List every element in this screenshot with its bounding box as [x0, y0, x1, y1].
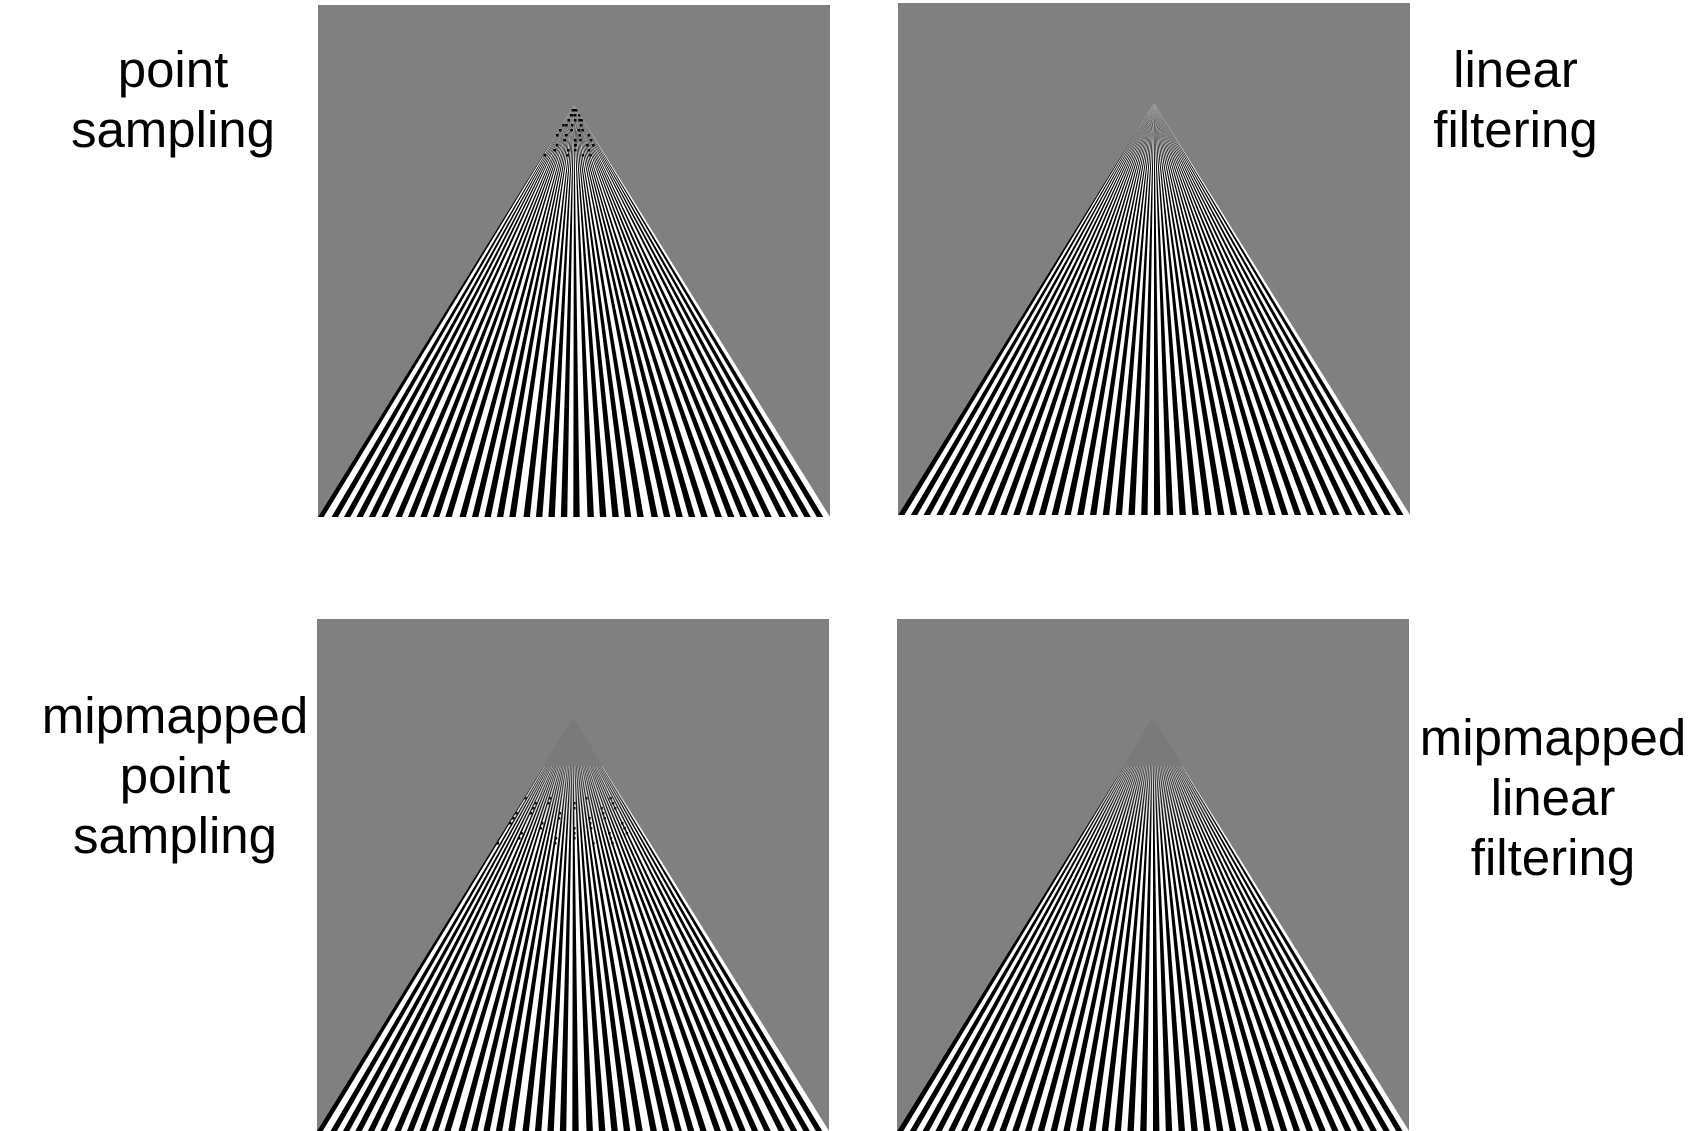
texture-render: [897, 619, 1409, 1131]
label-line: point: [117, 41, 229, 98]
label-line: sampling: [70, 101, 276, 158]
label-line: mipmapped: [41, 687, 309, 744]
label-line: point: [119, 747, 231, 804]
label-line: linear: [1453, 41, 1578, 98]
mip-gray-tip: [1123, 717, 1183, 766]
label-line: linear: [1490, 769, 1616, 826]
label-line: sampling: [72, 807, 278, 864]
label-point-sampling: point sampling: [48, 40, 298, 160]
panel-mipmapped-point-sampling: [317, 619, 829, 1131]
mip-gray-tip: [543, 717, 603, 766]
label-linear-filtering: linear filtering: [1418, 40, 1613, 160]
textured-plane: [898, 103, 1410, 515]
panel-point-sampling: [318, 5, 830, 517]
texture-render: [317, 619, 829, 1131]
label-mipmapped-point-sampling: mipmapped point sampling: [30, 686, 320, 866]
texture-render: [898, 3, 1410, 515]
label-mipmapped-linear-filtering: mipmapped linear filtering: [1408, 708, 1698, 888]
label-line: filtering: [1433, 101, 1598, 158]
label-line: mipmapped: [1419, 709, 1687, 766]
texture-render: [318, 5, 830, 517]
panel-linear-filtering: [898, 3, 1410, 515]
label-line: filtering: [1470, 829, 1636, 886]
panel-mipmapped-linear-filtering: [897, 619, 1409, 1131]
